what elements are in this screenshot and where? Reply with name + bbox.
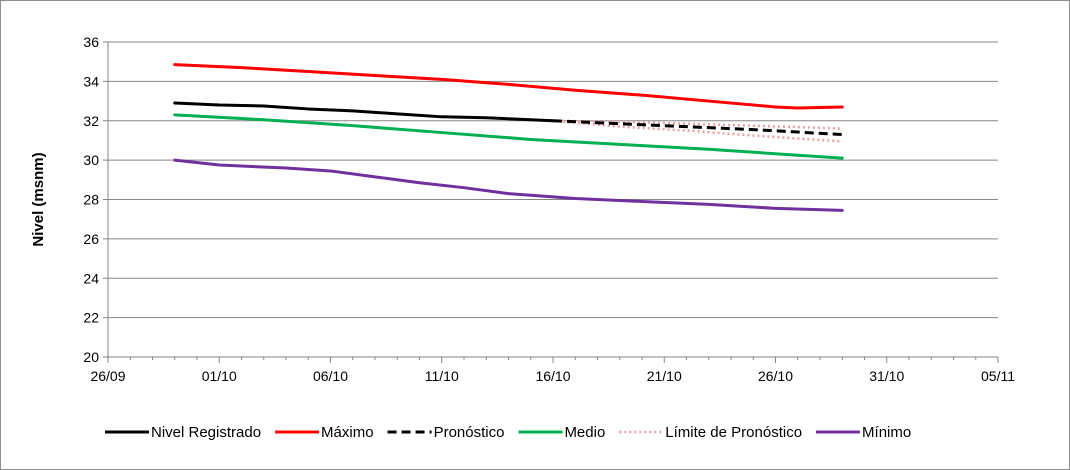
series-line-limite-de-pronostico	[552, 119, 843, 143]
y-tick-label: 34	[83, 73, 99, 89]
y-tick-label: 30	[83, 152, 99, 168]
legend-label: Medio	[564, 424, 605, 441]
y-tick-label: 22	[83, 310, 99, 326]
legend-label: Pronóstico	[434, 424, 505, 441]
axes: 20 22 24 26 28 30 32 34 36 26/09 01/10 06/10 11/10 16…	[83, 34, 1015, 384]
series-line-pronostico	[552, 119, 843, 137]
legend: Nivel Registrado Máximo Pronóstico Medio Lím…	[105, 424, 911, 441]
y-axis-title: Nivel (msnm)	[30, 152, 47, 246]
x-tick-label: 01/10	[202, 368, 237, 384]
series-line-maximo	[173, 63, 844, 110]
legend-item-pronostico: Pronóstico	[387, 424, 505, 441]
x-tick-label: 06/10	[313, 368, 348, 384]
legend-item-minimo: Mínimo	[816, 424, 911, 441]
y-tick-label: 28	[83, 192, 99, 208]
y-tick-label: 20	[83, 349, 99, 365]
x-tick-label: 11/10	[425, 368, 459, 384]
x-tick-label: 26/10	[758, 368, 793, 384]
x-tick-label: 16/10	[535, 368, 570, 384]
y-tick-label: 26	[83, 231, 99, 247]
x-tick-label: 05/11	[981, 368, 1015, 384]
legend-label: Mínimo	[862, 424, 911, 441]
grid-lines	[108, 41, 998, 319]
legend-item-nivel-registrado: Nivel Registrado	[105, 424, 261, 441]
x-tick-label: 21/10	[647, 368, 682, 384]
y-tick-label: 32	[83, 113, 99, 129]
series-line-medio	[173, 113, 844, 160]
x-tick-label: 31/10	[869, 368, 904, 384]
legend-item-medio: Medio	[518, 424, 605, 441]
y-tick-label: 36	[83, 34, 99, 50]
series-line-minimo	[173, 158, 844, 212]
y-tick-label: 24	[83, 270, 99, 286]
legend-item-maximo: Máximo	[275, 424, 374, 441]
legend-item-limite-de-pronostico: Límite de Pronóstico	[619, 424, 802, 441]
legend-label: Nivel Registrado	[151, 424, 261, 441]
legend-label: Límite de Pronóstico	[665, 424, 802, 441]
x-tick-label: 26/09	[90, 368, 125, 384]
legend-label: Máximo	[321, 424, 374, 441]
series-line-nivel-registrado	[173, 101, 555, 123]
series-lines	[173, 63, 844, 212]
